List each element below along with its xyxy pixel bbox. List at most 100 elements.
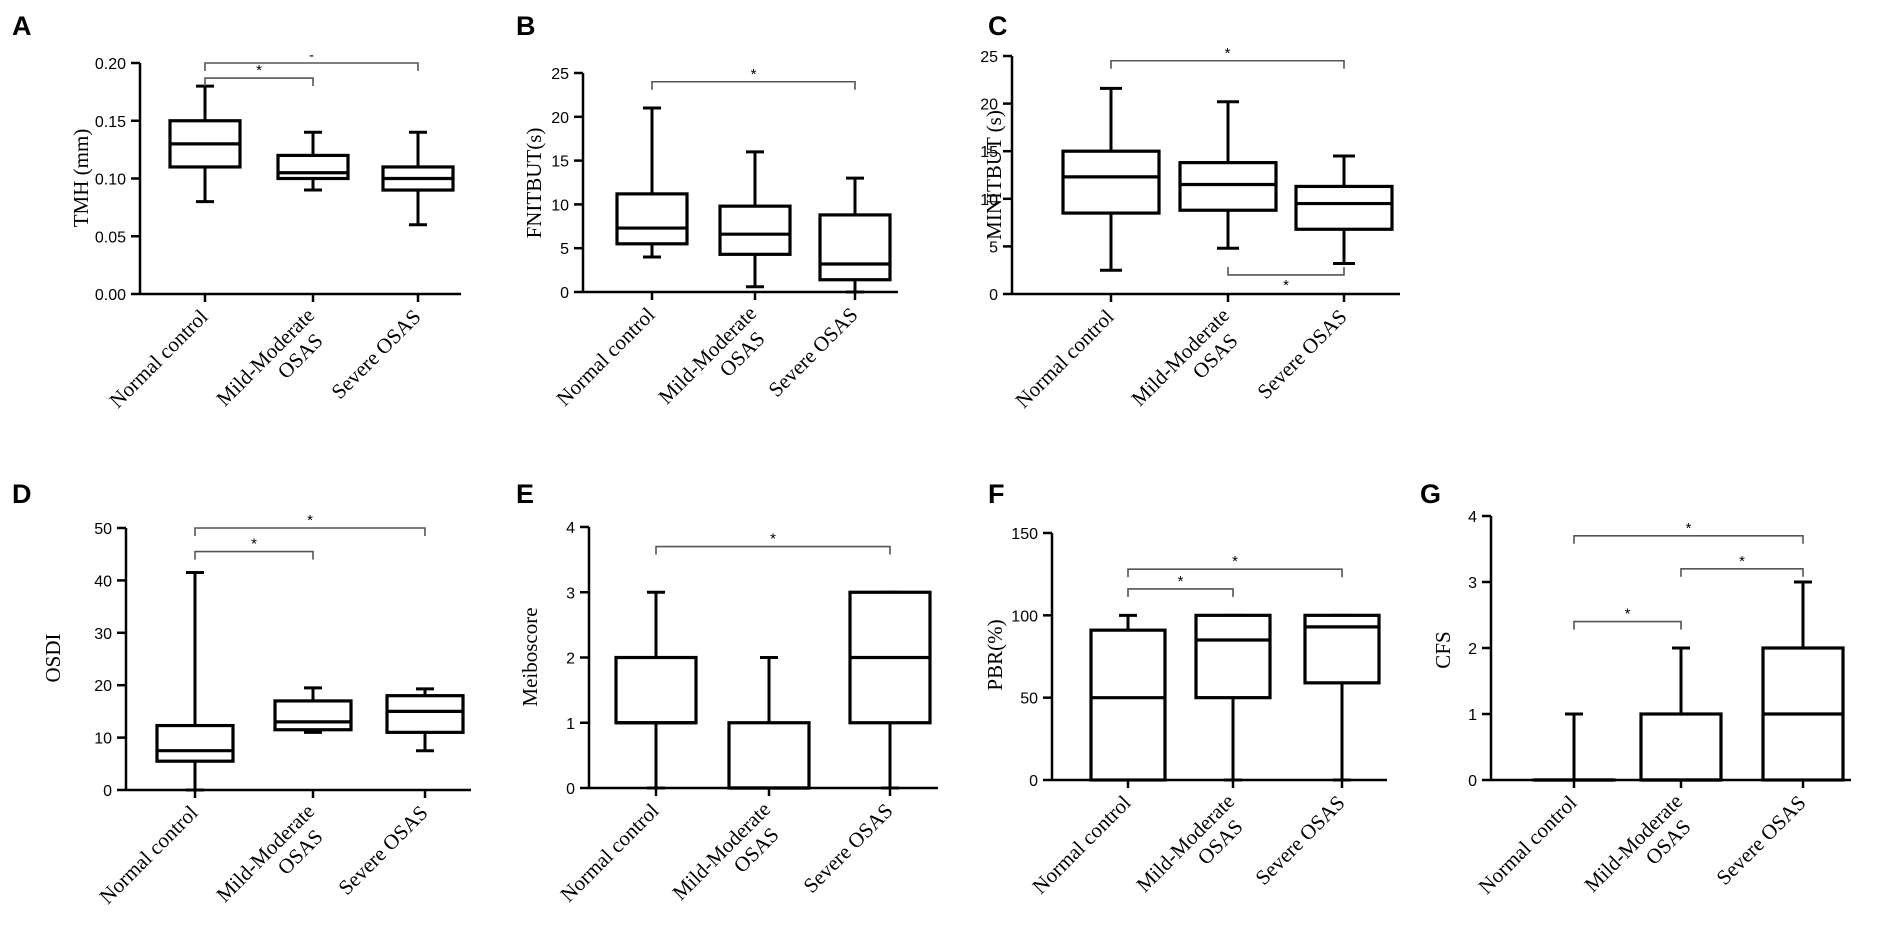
y-tick-label: 25: [551, 66, 569, 83]
y-tick-label: 4: [1468, 509, 1477, 526]
iqr-box: [1294, 184, 1394, 231]
x-category-label: Severe OSAS: [333, 801, 432, 900]
bracket-line: [204, 62, 419, 71]
significance-bracket: *: [1227, 266, 1345, 294]
y-tick-label: 0.05: [95, 229, 126, 246]
x-category-label: Severe OSAS: [1711, 791, 1810, 890]
panel-g: G 0 1 2 3 4 CFS * * * Normal controlMild-ModerateO…: [1420, 479, 1851, 899]
box-1: [727, 656, 811, 790]
box-2: [1294, 154, 1394, 266]
y-tick-label: 0.00: [95, 287, 126, 304]
significance-label: *: [1739, 553, 1745, 570]
panel-b: B 0 5 10 15 20 25 FNITBUT(s) * Normal controlMild…: [516, 11, 898, 426]
panel-letter: D: [12, 479, 32, 509]
iqr-box: [385, 694, 465, 734]
panel-c: C 0 5 10 15 20 25 MINITBUT (s) * * Normal control M…: [980, 11, 1400, 413]
y-tick-label: 10: [551, 197, 569, 214]
y-tick-label: 0: [566, 781, 575, 798]
bracket-line: [1227, 266, 1345, 276]
iqr-box: [615, 192, 689, 246]
y-axis-title: MINITBUT (s): [982, 110, 1006, 240]
significance-bracket: -: [204, 47, 419, 71]
box-2: [818, 176, 892, 294]
y-axis-title: Meiboscore: [518, 607, 542, 706]
box-2: [381, 130, 455, 227]
x-category-label: Mild-ModerateOSAS: [653, 301, 778, 426]
significance-bracket: *: [194, 512, 426, 536]
significance-bracket: *: [655, 531, 891, 555]
bracket-line: [194, 550, 314, 560]
x-category-label: Severe OSAS: [1252, 305, 1351, 404]
iqr-box: [818, 213, 892, 282]
panel-letter: G: [1420, 479, 1441, 509]
y-tick-label: 10: [980, 192, 998, 209]
y-tick-label: 0: [989, 287, 998, 304]
y-tick-label: 5: [560, 241, 569, 258]
significance-label: *: [1178, 573, 1184, 590]
y-axis-title: OSDI: [41, 633, 65, 682]
significance-bracket: *: [1573, 606, 1682, 630]
box-1: [718, 150, 792, 289]
y-tick-label: 50: [1020, 691, 1038, 708]
y-tick-label: 40: [94, 573, 112, 590]
box-0: [168, 84, 242, 204]
x-category-label: Normal control: [1010, 304, 1118, 412]
x-category-label: Severe OSAS: [326, 305, 425, 404]
significance-label: *: [256, 62, 262, 79]
iqr-box: [273, 699, 353, 732]
panel-d: D 0 10 20 30 40 50 OSDI * * Normal control Mild-Mod…: [12, 479, 471, 909]
box-1: [1178, 100, 1278, 250]
box-1: [276, 130, 350, 192]
y-tick-label: 0.20: [95, 56, 126, 73]
x-category-label: Normal control: [94, 800, 202, 908]
bracket-line: [204, 77, 314, 87]
iqr-box: [155, 723, 235, 763]
bracket-line: [194, 527, 426, 536]
y-tick-label: 0: [103, 783, 112, 800]
iqr-box: [1639, 712, 1723, 782]
y-tick-label: 5: [989, 239, 998, 256]
significance-bracket: *: [204, 62, 314, 87]
significance-label: *: [307, 512, 313, 529]
bracket-line: [1573, 535, 1804, 544]
x-category-label: Normal control: [551, 302, 659, 410]
x-category-label: Severe OSAS: [763, 303, 862, 402]
bracket-line: [1573, 620, 1682, 630]
iqr-box: [727, 721, 811, 790]
significance-label: *: [1625, 606, 1631, 623]
y-tick-label: 20: [980, 97, 998, 114]
x-category-label: Normal control: [1027, 790, 1135, 898]
x-category-label: Normal control: [555, 798, 663, 906]
iqr-box: [1178, 161, 1278, 212]
box-2: [385, 687, 465, 753]
iqr-box: [1061, 149, 1161, 215]
panel-letter: F: [988, 479, 1005, 509]
significance-bracket: *: [1127, 553, 1343, 578]
significance-bracket: *: [651, 66, 856, 90]
significance-bracket: *: [1127, 573, 1234, 597]
x-category-label: Mild-ModerateOSAS: [211, 303, 336, 428]
bracket-line: [655, 545, 891, 555]
y-tick-label: 20: [94, 678, 112, 695]
box-0: [614, 590, 698, 790]
panel-letter: B: [516, 11, 536, 41]
iqr-box: [614, 655, 698, 725]
box-0: [1061, 86, 1161, 272]
box-0: [1532, 712, 1616, 782]
box-0: [155, 571, 235, 792]
y-axis-title: CFS: [1431, 631, 1455, 668]
box-1: [273, 686, 353, 734]
y-tick-label: 1: [1468, 707, 1477, 724]
panel-letter: A: [12, 11, 32, 41]
significance-bracket: *: [1573, 520, 1804, 544]
panel-letter: C: [988, 11, 1008, 41]
y-tick-label: 1: [566, 716, 575, 733]
box-1: [1194, 613, 1272, 782]
y-axis-title: PBR(%): [983, 619, 1007, 690]
bracket-line: [1127, 588, 1234, 597]
significance-label: *: [751, 66, 757, 83]
iqr-box: [718, 204, 792, 256]
y-tick-label: 3: [1468, 575, 1477, 592]
significance-bracket: *: [1680, 553, 1804, 577]
y-tick-label: 100: [1011, 608, 1038, 625]
